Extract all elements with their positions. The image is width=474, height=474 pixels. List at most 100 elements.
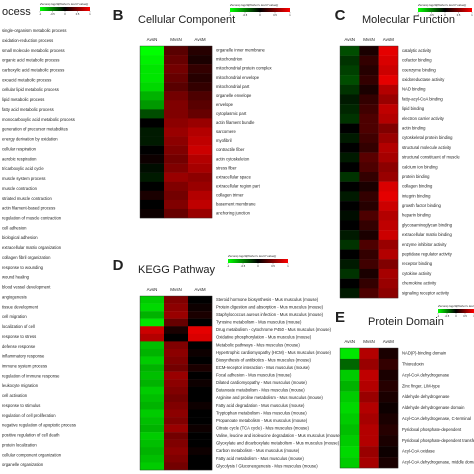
heatmap-cell bbox=[164, 371, 189, 380]
heatmap-cell bbox=[140, 326, 165, 335]
heatmap-cell bbox=[188, 181, 213, 192]
heatmap-cell bbox=[188, 379, 213, 387]
heatmap-cell bbox=[140, 109, 165, 119]
row-label: defense response bbox=[2, 344, 36, 349]
row-label: anchoring junction bbox=[216, 211, 251, 216]
heatmap-cell bbox=[164, 91, 189, 101]
heatmap-cell bbox=[340, 142, 360, 153]
row-label: Metabolic pathways - Mus musculus (mouse… bbox=[216, 342, 300, 347]
panel-title: ocess bbox=[2, 6, 31, 18]
row-label: organelle envelope bbox=[216, 93, 252, 98]
heatmap-cell bbox=[378, 152, 399, 163]
heatmap-cell bbox=[188, 46, 213, 56]
heatmap-cell bbox=[359, 181, 379, 192]
heatmap-cell bbox=[140, 371, 165, 380]
heatmap-cell bbox=[164, 55, 189, 65]
row-label: extracellular matrix binding bbox=[402, 232, 452, 237]
heatmap-cell bbox=[378, 191, 399, 202]
row-label: blood vessel development bbox=[2, 285, 51, 290]
row-label: glycosaminoglycan binding bbox=[402, 222, 453, 227]
row-label: aerobic respiration bbox=[2, 156, 37, 161]
heatmap-cell bbox=[378, 278, 399, 289]
heatmap-cell bbox=[188, 454, 213, 463]
row-label: muscle system process bbox=[2, 176, 46, 181]
row-label: response to stimulus bbox=[2, 403, 40, 408]
row-label: inflammatory response bbox=[2, 354, 45, 359]
row-label: signaling receptor activity bbox=[402, 290, 450, 295]
heatmap-cell bbox=[188, 303, 213, 312]
row-label: structural molecule activity bbox=[402, 145, 452, 150]
heatmap-cell bbox=[164, 127, 189, 137]
heatmap-cell bbox=[359, 435, 379, 447]
column-label: MvsN bbox=[170, 37, 182, 42]
heatmap-cell bbox=[188, 154, 213, 164]
row-label: small molecule metabolic process bbox=[2, 48, 65, 53]
heatmap-cell bbox=[188, 190, 213, 201]
row-label: Zinc finger, LIM-type bbox=[402, 383, 441, 388]
row-label: Dilated cardiomyopathy - Mus musculus (m… bbox=[216, 380, 307, 385]
row-label: organelle organization bbox=[2, 462, 44, 467]
legend-tick-label: 0 bbox=[259, 13, 261, 17]
heatmap-cell bbox=[378, 424, 399, 436]
heatmap-cell bbox=[359, 191, 379, 202]
heatmap-cell bbox=[140, 296, 165, 304]
row-label: Glyoxylate and dicarboxylate metabolism … bbox=[216, 441, 340, 446]
heatmap-cell bbox=[340, 348, 360, 360]
panel-letter: E bbox=[335, 309, 345, 326]
legend-bar bbox=[230, 8, 290, 12]
heatmap-cell bbox=[164, 303, 189, 312]
legend-tick-label: 0.5 bbox=[76, 12, 80, 16]
heatmap-border bbox=[139, 295, 213, 471]
legend-tick-label: 0 bbox=[444, 13, 446, 17]
heatmap-cell bbox=[188, 447, 213, 456]
heatmap-cell bbox=[340, 220, 360, 231]
heatmap-cell bbox=[164, 432, 189, 440]
heatmap-cell bbox=[359, 413, 379, 425]
legend-title: Zscore(-log10(Fisher's test P value)) bbox=[437, 304, 474, 308]
heatmap-cell bbox=[378, 201, 399, 211]
heatmap-cell bbox=[340, 402, 360, 414]
row-label: NAD binding bbox=[402, 87, 426, 92]
column-label: AvsN bbox=[344, 37, 355, 42]
row-label: fatty-acyl-CoA binding bbox=[402, 96, 443, 101]
row-label: cytoskeletal protein binding bbox=[402, 135, 453, 140]
heatmap-cell bbox=[378, 369, 399, 381]
row-label: heparin binding bbox=[402, 213, 431, 218]
heatmap-cell bbox=[378, 65, 399, 76]
heatmap-border bbox=[139, 45, 213, 219]
legend-tick-label: -1 bbox=[417, 13, 420, 17]
heatmap-cell bbox=[140, 55, 165, 65]
heatmap-cell bbox=[340, 358, 360, 371]
heatmap-cell bbox=[359, 104, 379, 115]
heatmap-cell bbox=[188, 296, 213, 304]
heatmap-cell bbox=[359, 113, 379, 124]
heatmap-cell bbox=[188, 439, 213, 448]
heatmap-cell bbox=[359, 391, 379, 403]
heatmap-cell bbox=[340, 172, 360, 182]
heatmap-panel: E Protein Domain Zscore(-log10(Fisher's te… bbox=[335, 304, 474, 469]
heatmap-cell bbox=[140, 136, 165, 146]
heatmap-cell bbox=[378, 402, 399, 414]
row-label: lipid binding bbox=[402, 106, 425, 111]
heatmap-cell bbox=[140, 91, 165, 101]
heatmap-cell bbox=[164, 136, 189, 146]
row-label: tricarboxylic acid cycle bbox=[2, 166, 44, 171]
row-label: Staphylococcus aureus infection - Mus mu… bbox=[216, 312, 324, 317]
heatmap-cell bbox=[188, 318, 213, 327]
heatmap-cell bbox=[340, 278, 360, 289]
row-label: energy derivation by oxidation bbox=[2, 137, 58, 142]
heatmap-cell bbox=[359, 94, 379, 105]
heatmap-cell bbox=[340, 113, 360, 124]
heatmap-cell bbox=[188, 409, 213, 418]
heatmap-cell bbox=[188, 424, 213, 433]
row-label: biological adhesion bbox=[2, 235, 38, 240]
heatmap-cell bbox=[359, 133, 379, 144]
heatmap-cell bbox=[164, 348, 189, 357]
heatmap-cell bbox=[340, 133, 360, 144]
row-label: electron carrier activity bbox=[402, 116, 445, 121]
heatmap-cell bbox=[164, 401, 189, 410]
heatmap-cell bbox=[188, 136, 213, 146]
row-label: Acyl-CoA dehydrogenase bbox=[402, 372, 450, 377]
heatmap-cell bbox=[140, 394, 165, 403]
heatmap-cell bbox=[378, 220, 399, 231]
